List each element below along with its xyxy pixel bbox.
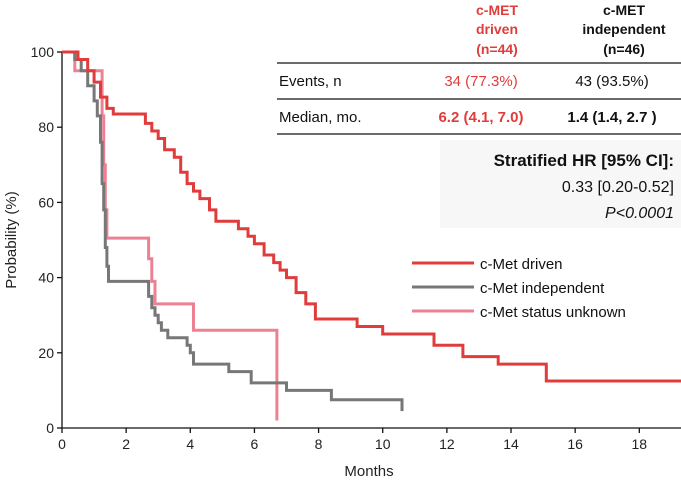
x-axis-label: Months bbox=[344, 463, 393, 480]
series-line-c-met-status-unknown bbox=[62, 50, 279, 421]
legend-label-driven: c-Met driven bbox=[480, 256, 563, 273]
hazard-ratio-box: Stratified HR [95% CI]: 0.33 [0.20-0.52]… bbox=[440, 140, 681, 228]
y-tick-label: 100 bbox=[31, 44, 55, 60]
x-tick-label: 4 bbox=[186, 436, 194, 452]
row-events-driven: 34 (77.3%) bbox=[444, 73, 517, 90]
axes: 0 20 40 60 80 100 0 2 4 6 8 10 12 14 16 18 bbox=[31, 44, 681, 452]
x-tick-label: 2 bbox=[122, 436, 130, 452]
y-tick-label: 0 bbox=[46, 420, 54, 436]
y-tick-label: 20 bbox=[38, 345, 54, 361]
series-line-c-met-driven bbox=[62, 50, 681, 383]
x-tick-label: 6 bbox=[251, 436, 259, 452]
legend-label-independent: c-Met independent bbox=[480, 280, 605, 297]
series-line-c-met-independent bbox=[62, 50, 404, 412]
row-events-label: Events, n bbox=[279, 73, 342, 90]
x-tick-label: 10 bbox=[375, 436, 391, 452]
hr-pvalue: P<0.0001 bbox=[605, 205, 674, 222]
row-median-label: Median, mo. bbox=[279, 109, 362, 126]
x-tick-label: 8 bbox=[315, 436, 323, 452]
legend-label-unknown: c-Met status unknown bbox=[480, 304, 626, 321]
x-tick-label: 16 bbox=[567, 436, 583, 452]
row-median-driven: 6.2 (4.1, 7.0) bbox=[438, 109, 523, 126]
x-tick-label: 12 bbox=[439, 436, 455, 452]
col-independent-line1: c-MET bbox=[603, 2, 645, 18]
col-independent-line2: independent bbox=[582, 21, 666, 37]
row-events-independent: 43 (93.5%) bbox=[575, 73, 648, 90]
y-tick-label: 80 bbox=[38, 119, 54, 135]
hazard-ratio-box-bg bbox=[440, 140, 681, 228]
hr-title: Stratified HR [95% CI]: bbox=[494, 151, 674, 170]
y-tick-label: 40 bbox=[38, 270, 54, 286]
summary-table: c-MET driven (n=44) c-MET independent (n… bbox=[277, 2, 681, 135]
col-driven-line2: driven bbox=[476, 21, 518, 37]
y-tick-label: 60 bbox=[38, 194, 54, 210]
col-driven-line3: (n=44) bbox=[476, 41, 518, 57]
row-median-independent: 1.4 (1.4, 2.7 ) bbox=[567, 109, 656, 126]
x-tick-label: 0 bbox=[58, 436, 66, 452]
hr-value: 0.33 [0.20-0.52] bbox=[562, 179, 674, 196]
x-tick-label: 18 bbox=[632, 436, 648, 452]
survival-curves bbox=[62, 50, 681, 421]
x-tick-label: 14 bbox=[503, 436, 519, 452]
y-axis-label: Probability (%) bbox=[3, 191, 20, 289]
legend: c-Met driven c-Met independent c-Met sta… bbox=[412, 256, 626, 321]
col-driven-line1: c-MET bbox=[476, 2, 518, 18]
col-independent-line3: (n=46) bbox=[603, 41, 645, 57]
